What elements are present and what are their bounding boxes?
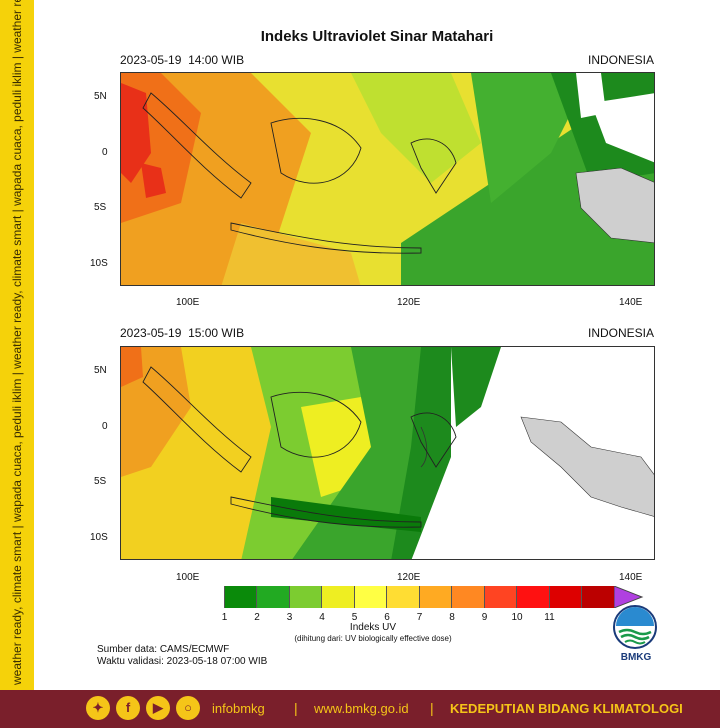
lon-label-140e: 140E: [619, 297, 643, 308]
legend-tick-label: 2: [254, 612, 260, 623]
legend-tick-label: 1: [221, 612, 228, 623]
bmkg-logo-icon: [613, 605, 657, 649]
legend-swatch: [224, 586, 257, 608]
youtube-icon[interactable]: ▶: [146, 696, 170, 720]
lon-label-120e: 120E: [397, 297, 421, 308]
legend-swatch: [484, 586, 517, 608]
legend-tick-label: 10: [511, 612, 523, 623]
lat-label-0: 0: [102, 147, 108, 158]
uv-map-1400: [120, 72, 655, 286]
lat-label-5n: 5N: [94, 91, 107, 102]
legend-tick-label: 4: [319, 612, 325, 623]
instagram-icon[interactable]: ○: [176, 696, 200, 720]
lat-label-5s: 5S: [94, 202, 107, 213]
panel-1-datetime: 2023-05-19 14:00 WIB: [120, 53, 244, 67]
legend-swatch: [387, 586, 420, 608]
uv-map-1500-graphic: [121, 347, 654, 559]
legend-tick-label: 5: [351, 612, 358, 623]
lat-label-10s-2: 10S: [90, 532, 108, 543]
footer-separator-2: |: [430, 700, 434, 716]
source-data: Sumber data: CAMS/ECMWF: [97, 644, 230, 655]
legend-swatch: [549, 586, 582, 608]
panel-2-datetime: 2023-05-19 15:00 WIB: [120, 326, 244, 340]
lat-label-10s: 10S: [90, 258, 108, 269]
legend-swatch: [582, 586, 615, 608]
panel-1-date: 2023-05-19: [120, 53, 182, 67]
sidebar-slogan: weather ready, climate smart | wapada cu…: [10, 0, 24, 685]
lat-label-0-2: 0: [102, 421, 108, 432]
page-title: Indeks Ultraviolet Sinar Matahari: [260, 28, 494, 45]
legend-tick-label: 11: [544, 612, 555, 623]
panel-2-time: 15:00 WIB: [188, 326, 245, 340]
footer-separator-1: |: [294, 700, 298, 716]
legend-swatch: [192, 586, 225, 608]
lon-label-100e-2: 100E: [176, 572, 200, 583]
lon-label-140e-2: 140E: [619, 572, 643, 583]
panel-1-region: INDONESIA: [587, 53, 654, 67]
sidebar-banner: weather ready, climate smart | wapada cu…: [0, 0, 34, 690]
legend-swatch: [257, 586, 290, 608]
lon-label-120e-2: 120E: [397, 572, 421, 583]
website-link[interactable]: www.bmkg.go.id: [314, 701, 409, 716]
footer-bar: ✦ f ▶ ○ infobmkg | www.bmkg.go.id | KEDE…: [0, 690, 720, 728]
bmkg-logo-label: BMKG: [620, 652, 652, 663]
legend-tick-label: 8: [449, 612, 455, 623]
legend-tick-label: 9: [481, 612, 488, 623]
legend-tick-label: 3: [286, 612, 293, 623]
legend-swatch: [322, 586, 355, 608]
legend-tick-label: 7: [416, 612, 423, 623]
lat-label-5s-2: 5S: [94, 476, 107, 487]
legend-subtitle: (dihitung dari: UV biologically effectiv…: [294, 634, 452, 643]
panel-2-date: 2023-05-19: [120, 326, 182, 340]
legend-swatch: [452, 586, 485, 608]
lat-label-5n-2: 5N: [94, 365, 107, 376]
validation-time: Waktu validasi: 2023-05-18 07:00 WIB: [97, 656, 268, 667]
panel-2-region: INDONESIA: [587, 326, 654, 340]
legend-title: Indeks UV: [349, 622, 397, 633]
legend-swatch: [289, 586, 322, 608]
lon-label-100e: 100E: [176, 297, 200, 308]
uv-map-1500: [120, 346, 655, 560]
legend-swatch: [419, 586, 452, 608]
uv-map-1400-graphic: [121, 73, 654, 285]
legend-swatch: [517, 586, 550, 608]
legend-swatch: [354, 586, 387, 608]
social-handle[interactable]: infobmkg: [212, 701, 265, 716]
department-name: KEDEPUTIAN BIDANG KLIMATOLOGI: [450, 701, 683, 716]
panel-1-time: 14:00 WIB: [188, 53, 245, 67]
facebook-icon[interactable]: f: [116, 696, 140, 720]
legend-tick-label: 6: [384, 612, 390, 623]
legend-arrow-tip: [613, 586, 643, 608]
twitter-icon[interactable]: ✦: [86, 696, 110, 720]
